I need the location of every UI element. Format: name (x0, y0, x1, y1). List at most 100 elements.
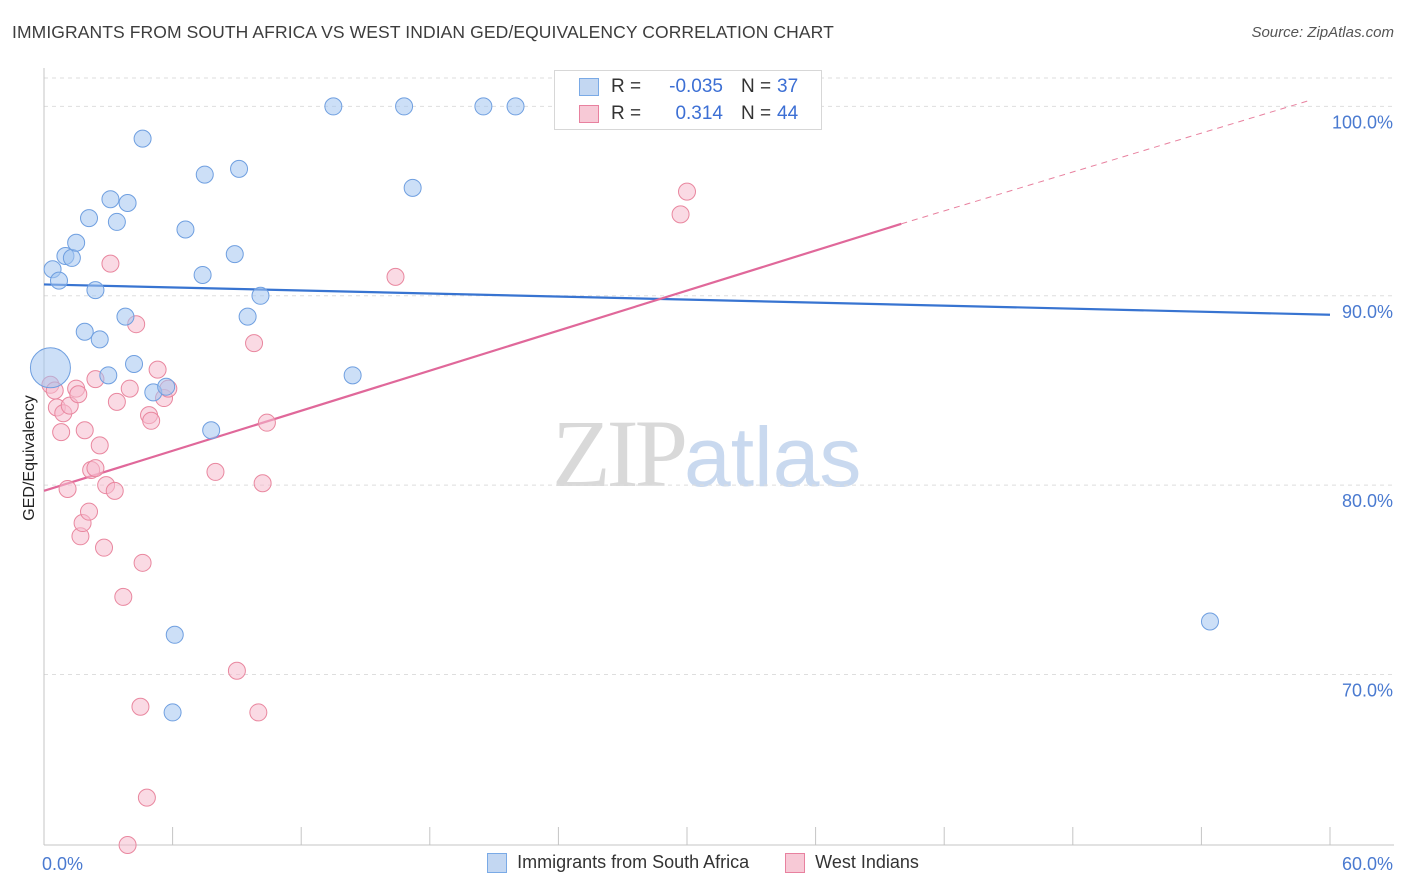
legend-item-south-africa[interactable]: Immigrants from South Africa (487, 852, 749, 873)
point-west-indians (80, 502, 99, 521)
source-label: Source: ZipAtlas.com (1251, 24, 1394, 41)
legend-n-label: N = (741, 103, 772, 124)
point-west-indians (52, 423, 71, 442)
trend-extension-west-indians (901, 100, 1309, 225)
point-west-indians (114, 587, 133, 606)
point-south-africa (230, 159, 249, 178)
chart-title: IMMIGRANTS FROM SOUTH AFRICA VS WEST IND… (12, 22, 834, 42)
point-south-africa (133, 129, 152, 148)
point-south-africa (238, 307, 257, 326)
watermark: ZIPatlas (552, 398, 861, 509)
point-south-africa (343, 366, 362, 385)
point-south-africa (163, 703, 182, 722)
point-west-indians (227, 661, 246, 680)
point-south-africa (62, 248, 81, 267)
point-west-indians (86, 459, 105, 478)
x-tick-label-max: 60.0% (1342, 854, 1393, 874)
point-south-africa (29, 347, 71, 389)
point-south-africa (67, 233, 86, 252)
axes (43, 68, 1394, 846)
point-west-indians (107, 392, 126, 411)
point-south-africa (75, 322, 94, 341)
point-west-indians (148, 360, 167, 379)
point-south-africa (324, 97, 343, 116)
point-west-indians (671, 205, 690, 224)
point-west-indians (133, 553, 152, 572)
point-west-indians (101, 254, 120, 273)
point-west-indians (249, 703, 268, 722)
point-south-africa (251, 286, 270, 305)
legend-r-label: R = (611, 103, 642, 124)
point-south-africa (474, 97, 493, 116)
point-west-indians (75, 421, 94, 440)
stats-legend: R = -0.035 N = 37 R = 0.314 N = 44 (554, 70, 822, 130)
y-tick-label: 70.0% (1342, 681, 1393, 701)
legend-r-value: 0.314 (675, 103, 723, 124)
point-west-indians (206, 462, 225, 481)
legend-r-label: R = (611, 76, 642, 97)
point-south-africa (1200, 612, 1219, 631)
point-south-africa (86, 281, 105, 300)
legend-item-west-indians[interactable]: West Indians (785, 852, 919, 873)
point-south-africa (395, 97, 414, 116)
point-south-africa (50, 271, 69, 290)
point-west-indians (69, 385, 88, 404)
point-west-indians (90, 436, 109, 455)
point-west-indians (131, 697, 150, 716)
point-south-africa (403, 178, 422, 197)
legend-swatch-south-africa (579, 78, 599, 96)
point-west-indians (120, 379, 139, 398)
y-tick-label: 80.0% (1342, 491, 1393, 511)
point-south-africa (118, 193, 137, 212)
point-south-africa (99, 366, 118, 385)
point-west-indians (253, 474, 272, 493)
point-west-indians (95, 538, 114, 557)
point-west-indians (137, 788, 156, 807)
legend-r-value: -0.035 (669, 76, 723, 97)
legend-n-label: N = (741, 76, 772, 97)
point-south-africa (125, 354, 144, 373)
point-south-africa (107, 212, 126, 231)
point-west-indians (678, 182, 696, 201)
point-south-africa (116, 307, 135, 326)
point-south-africa (165, 625, 184, 644)
y-tick-label: 100.0% (1332, 112, 1393, 132)
point-south-africa (506, 97, 525, 116)
legend-label-west-indians: West Indians (815, 852, 919, 872)
x-tick-label-min: 0.0% (42, 854, 83, 874)
point-west-indians (142, 411, 161, 430)
point-west-indians (257, 413, 276, 432)
point-south-africa (195, 165, 214, 184)
point-south-africa (193, 265, 212, 284)
point-south-africa (225, 245, 244, 264)
watermark-atlas: atlas (684, 410, 862, 504)
point-south-africa (157, 377, 176, 396)
point-south-africa (101, 190, 120, 209)
point-west-indians (58, 479, 77, 498)
trend-line-south-africa (43, 283, 1331, 316)
point-south-africa (90, 330, 109, 349)
y-axis-label: GED/Equivalency (21, 395, 38, 520)
legend-swatch-west-indians (785, 852, 806, 873)
y-tick-label: 90.0% (1342, 302, 1393, 322)
point-west-indians (386, 267, 405, 286)
point-south-africa (202, 421, 221, 440)
legend-row-west-indians: R = 0.314 N = 44 (579, 101, 798, 127)
legend-n-value: 37 (777, 76, 799, 97)
point-west-indians (118, 836, 137, 854)
series-legend: Immigrants from South Africa West Indian… (0, 852, 1406, 873)
point-west-indians (105, 481, 124, 500)
data-points (29, 97, 1219, 854)
legend-n-value: 44 (777, 103, 799, 124)
point-south-africa (176, 220, 195, 239)
legend-row-south-africa: R = -0.035 N = 37 (579, 74, 798, 100)
point-west-indians (245, 334, 264, 353)
legend-swatch-south-africa (487, 852, 508, 873)
legend-label-south-africa: Immigrants from South Africa (517, 852, 750, 872)
point-south-africa (80, 209, 99, 228)
trend-line-west-indians (43, 222, 902, 492)
axis-labels: 70.0% 80.0% 90.0% 100.0% 0.0% 60.0% GED/Equiva… (21, 112, 1393, 874)
legend-swatch-west-indians (579, 105, 599, 123)
watermark-zip: ZIP (552, 400, 688, 507)
